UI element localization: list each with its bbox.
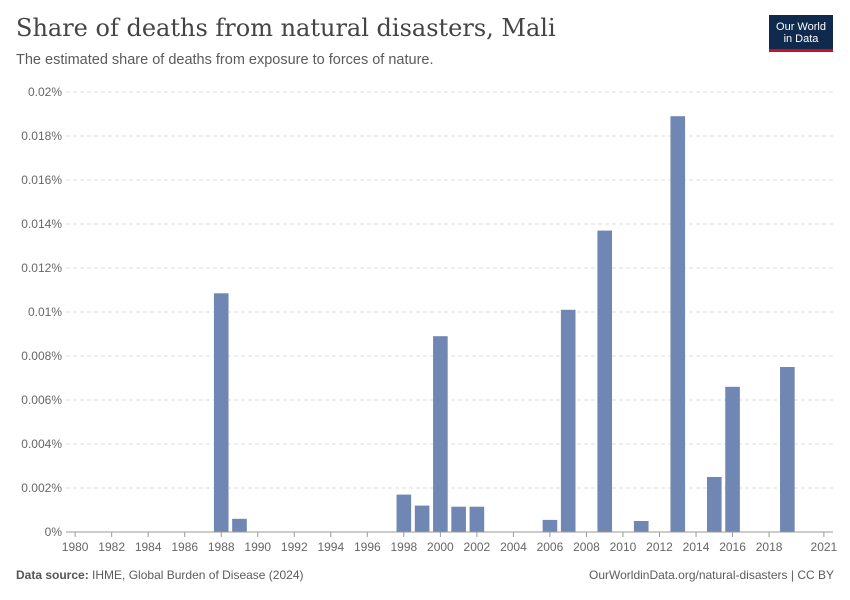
bar-2002 [469, 506, 485, 532]
y-tick-label: 0.012% [21, 261, 62, 275]
y-tick-label: 0.02% [28, 85, 62, 99]
y-tick-label: 0.006% [21, 393, 62, 407]
bar-1989 [232, 518, 247, 532]
bar-2000 [433, 336, 448, 532]
data-source-text[interactable]: IHME, Global Burden of Disease (2024) [92, 568, 304, 582]
y-tick-label: 0.002% [21, 481, 62, 495]
y-tick-label: 0.008% [21, 349, 62, 363]
x-tick-label: 1980 [62, 540, 89, 554]
x-tick-label: 2012 [646, 540, 673, 554]
data-source: Data source: IHME, Global Burden of Dise… [16, 568, 303, 582]
x-tick-label: 2000 [427, 540, 454, 554]
y-tick-label: 0.004% [21, 437, 62, 451]
x-tick-label: 1988 [208, 540, 235, 554]
data-source-label: Data source: [16, 568, 89, 582]
x-tick-label: 1990 [244, 540, 271, 554]
x-tick-label: 1982 [98, 540, 125, 554]
bar-2006 [542, 519, 558, 532]
logo-line-2: in Data [783, 33, 819, 45]
bar-2001 [451, 506, 466, 532]
x-tick-label: 2008 [573, 540, 600, 554]
bar-2013 [670, 116, 686, 532]
chart-subtitle: The estimated share of deaths from expos… [16, 52, 434, 68]
y-tick-label: 0.01% [28, 305, 62, 319]
bar-2009 [597, 230, 613, 532]
bar-1999 [414, 505, 430, 532]
x-tick-label: 2014 [683, 540, 710, 554]
x-tick-label: 2006 [537, 540, 564, 554]
x-tick-label: 1996 [354, 540, 381, 554]
x-tick-label: 2002 [464, 540, 491, 554]
logo-accent-bar [769, 49, 833, 52]
chart-title: Share of deaths from natural disasters, … [16, 14, 556, 42]
bar-2015 [706, 477, 722, 532]
bar-2007 [560, 309, 576, 532]
x-tick-label: 1994 [317, 540, 344, 554]
y-tick-label: 0.018% [21, 129, 62, 143]
x-tick-label: 2010 [610, 540, 637, 554]
y-tick-label: 0.014% [21, 217, 62, 231]
x-tick-label: 2018 [756, 540, 783, 554]
y-tick-label: 0.016% [21, 173, 62, 187]
x-tick-label: 1998 [390, 540, 417, 554]
owid-logo[interactable]: Our World in Data [769, 15, 833, 52]
x-tick-label: 1986 [171, 540, 198, 554]
x-tick-label: 2004 [500, 540, 527, 554]
source-url[interactable]: OurWorldinData.org/natural-disasters | C… [589, 568, 834, 582]
bar-1998 [396, 494, 412, 532]
y-tick-label: 0% [45, 525, 63, 539]
x-tick-label: 2021 [811, 540, 838, 554]
x-tick-label: 1984 [135, 540, 162, 554]
bar-2019 [780, 367, 795, 532]
bar-2016 [725, 386, 740, 532]
x-tick-label: 2016 [719, 540, 746, 554]
bar-2011 [633, 521, 649, 532]
x-tick-label: 1992 [281, 540, 308, 554]
bar-1988 [213, 293, 229, 532]
logo-line-1: Our World [776, 21, 826, 33]
